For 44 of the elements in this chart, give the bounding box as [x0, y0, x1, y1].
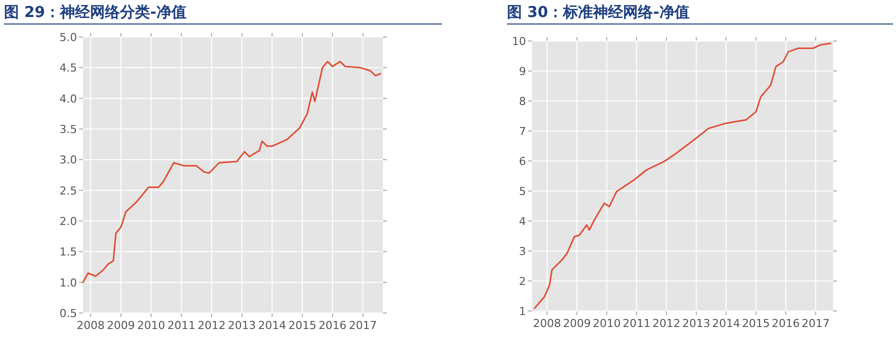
x-tick-label: 2012 [652, 317, 680, 330]
x-tick-label: 2016 [772, 317, 800, 330]
y-tick-label: 7 [519, 125, 526, 138]
x-tick-label: 2008 [533, 317, 562, 330]
y-tick-label: 3.0 [60, 154, 77, 167]
y-tick-label: 6 [519, 155, 526, 168]
x-tick-label: 2008 [76, 319, 105, 332]
x-tick-label: 2013 [682, 317, 710, 330]
y-tick-label: 5.0 [60, 31, 77, 44]
y-tick-label: 2.0 [60, 215, 77, 228]
y-tick-label: 9 [519, 65, 526, 78]
x-tick-label: 2010 [592, 317, 621, 330]
y-tick-label: 1 [519, 305, 526, 318]
y-tick-label: 1.0 [60, 276, 77, 290]
x-tick-label: 2015 [742, 317, 770, 330]
x-tick-label: 2010 [137, 319, 166, 332]
x-tick-label: 2009 [562, 317, 591, 330]
x-tick-label: 2013 [228, 319, 256, 332]
line-series [82, 60, 382, 284]
x-tick-label: 2015 [288, 319, 316, 332]
chart-title: 图 29：神经网络分类-净值 [4, 3, 186, 21]
x-tick-label: 2017 [802, 317, 830, 330]
y-tick-label: 1.5 [60, 246, 77, 259]
x-tick-label: 2011 [167, 319, 196, 332]
chart-title: 图 30：标准神经网络-净值 [507, 3, 690, 21]
x-tick-label: 2014 [712, 317, 740, 330]
y-tick-label: 4.0 [60, 92, 77, 106]
y-tick-label: 2 [519, 275, 526, 288]
y-tick-label: 3.5 [60, 123, 77, 136]
x-tick-label: 2016 [318, 319, 347, 332]
x-tick-label: 2017 [348, 319, 377, 332]
y-tick-label: 4 [519, 215, 526, 228]
y-tick-label: 0.5 [60, 307, 77, 320]
y-tick-label: 8 [519, 95, 526, 108]
x-tick-label: 2012 [198, 319, 226, 332]
x-tick-label: 2009 [106, 319, 135, 332]
x-tick-label: 2011 [622, 317, 651, 330]
y-tick-label: 3 [519, 245, 526, 258]
line-series [534, 42, 832, 310]
y-tick-label: 5 [519, 185, 526, 198]
y-tick-label: 10 [512, 35, 526, 48]
y-tick-label: 4.5 [60, 62, 77, 75]
y-tick-label: 2.5 [60, 184, 77, 198]
x-tick-label: 2014 [258, 319, 286, 332]
